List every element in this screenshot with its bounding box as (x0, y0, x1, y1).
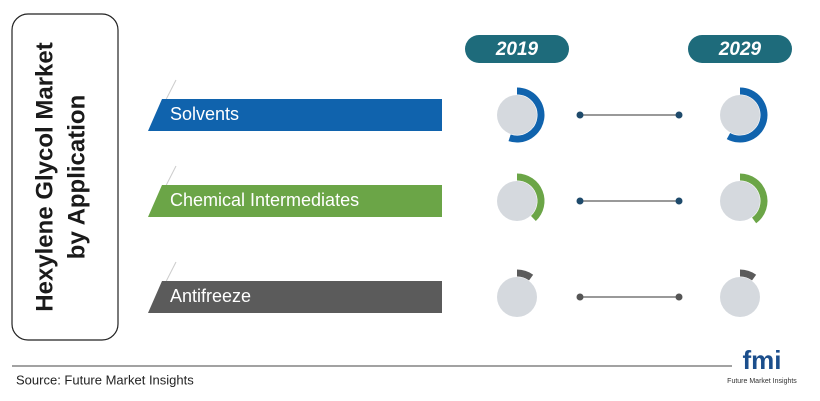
connector-dot (675, 293, 683, 301)
disc (497, 95, 537, 135)
row-label: Antifreeze (170, 286, 251, 306)
connector-dot (576, 197, 584, 205)
year-label: 2029 (718, 39, 762, 60)
title-box (11, 13, 119, 341)
share-arc (508, 87, 545, 143)
disc (497, 181, 537, 221)
label-bar (148, 281, 442, 313)
label-bar (148, 99, 442, 131)
share-arc (726, 87, 768, 143)
connector-dot (576, 111, 584, 119)
connector-dot (576, 293, 584, 301)
share-arc (516, 173, 545, 222)
source: Source: Future Market Insights (16, 372, 194, 387)
title-line: Hexylene Glycol Market (31, 42, 58, 311)
year-label: 2019 (495, 39, 539, 60)
connector-dot (675, 111, 683, 119)
disc (720, 95, 760, 135)
disc (720, 277, 760, 317)
year-pill (465, 35, 569, 63)
row-label: Solvents (170, 104, 239, 124)
share-arc (516, 269, 534, 281)
logo-mark: fmi (743, 345, 782, 375)
title-line: by Application (63, 95, 90, 259)
disc (720, 181, 760, 221)
connector-dot (675, 197, 683, 205)
logo-name: Future Market Insights (727, 378, 797, 385)
share-arc (739, 269, 757, 281)
label-bar (148, 185, 442, 217)
share-arc (739, 173, 768, 224)
year-pill (688, 35, 792, 63)
row-label: Chemical Intermediates (170, 190, 359, 210)
disc (497, 277, 537, 317)
